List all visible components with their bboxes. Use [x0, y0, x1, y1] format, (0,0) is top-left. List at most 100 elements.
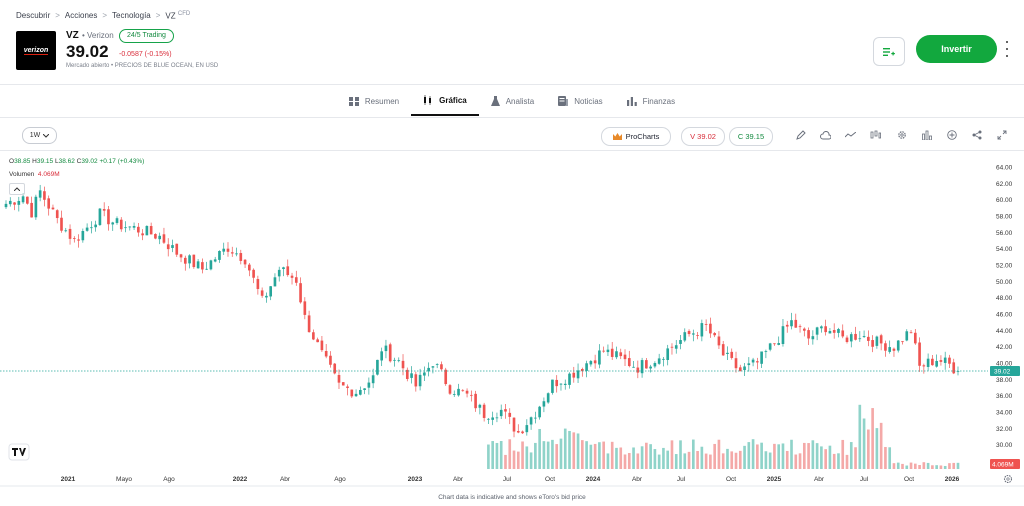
breadcrumb-item-acciones[interactable]: Acciones [64, 11, 98, 21]
candle-body [845, 337, 849, 342]
candle-body [802, 328, 806, 331]
watchlist-button[interactable] [873, 37, 905, 66]
prochart-button[interactable]: ProCharts [601, 127, 671, 146]
volume-bar [875, 428, 879, 469]
share-icon[interactable] [970, 128, 984, 142]
tab-finanzas[interactable]: Finanzas [615, 86, 687, 116]
candle-body [290, 275, 294, 278]
candle-body [465, 390, 469, 394]
price-chart[interactable]: 64.00 62.00 60.00 58.00 56.00 54.00 52.00 50.00… [0, 151, 1024, 487]
volume-bar [487, 444, 490, 469]
add-compare-icon[interactable] [945, 128, 959, 142]
volume-bar [649, 444, 652, 469]
candle-body [849, 334, 853, 342]
fullscreen-icon[interactable] [995, 128, 1009, 142]
cloud-icon[interactable] [818, 128, 832, 142]
tab-noticias[interactable]: Noticias [546, 86, 614, 116]
price-change: -0.0587 (-0.15%) [119, 51, 172, 58]
candle-body [854, 333, 857, 340]
candle-body [427, 367, 430, 372]
candle-body [828, 331, 832, 334]
candle-body [811, 336, 815, 340]
candle-body [286, 266, 290, 276]
candle-body [922, 365, 926, 367]
volume-bar [785, 450, 789, 469]
collapse-legend-button[interactable] [9, 183, 25, 195]
candle-body [47, 198, 51, 209]
more-options-icon[interactable] [1004, 41, 1010, 57]
candle-body [26, 196, 29, 204]
candle-body [858, 338, 862, 340]
candle-body [696, 335, 699, 336]
x-tick-label: Jul [860, 476, 869, 483]
candle-body [38, 190, 42, 198]
candle-body [546, 393, 550, 403]
candles-icon [424, 95, 432, 105]
volume-bar [700, 446, 704, 469]
tab-label: Resumen [364, 96, 400, 106]
settings-gear-icon[interactable] [895, 128, 909, 142]
last-price-label: 39.02 [994, 369, 1011, 376]
tab-grafica[interactable]: Gráfica [411, 86, 479, 116]
candle-body [363, 388, 366, 390]
candle-body [55, 210, 59, 219]
volume-bar [764, 451, 768, 469]
candle-body [534, 417, 537, 419]
candle-body [128, 226, 132, 228]
volume-bar [572, 432, 576, 469]
candle-body [700, 323, 704, 337]
breadcrumb-item-descubrir[interactable]: Descubrir [16, 11, 51, 21]
candle-body [226, 248, 230, 252]
indicators-icon[interactable] [920, 128, 934, 142]
trendline-icon[interactable] [843, 128, 857, 142]
y-tick-label: 42.00 [996, 344, 1013, 351]
tab-resumen[interactable]: Resumen [337, 86, 411, 116]
candle-body [444, 369, 448, 385]
volume-bar [832, 453, 836, 469]
watchlist-add-icon [883, 47, 895, 56]
volume-bar [721, 453, 725, 469]
candle-body [538, 406, 541, 418]
sell-button[interactable]: V 39.02 [681, 127, 725, 146]
chevron-right-icon: > [155, 11, 161, 21]
invest-button[interactable]: Invertir [916, 35, 997, 63]
volume-bar [521, 441, 524, 469]
volume-bar [691, 439, 695, 469]
candle-body [777, 343, 781, 345]
candle-body [260, 290, 264, 296]
candle-body [384, 345, 388, 352]
candle-body [704, 324, 708, 325]
candle-body [482, 404, 486, 418]
tab-label: Noticias [574, 96, 603, 106]
draw-pencil-icon[interactable] [794, 128, 808, 142]
volume-bar [559, 438, 563, 469]
volume-bar [756, 444, 759, 469]
candle-body [790, 320, 793, 327]
x-tick-label: Abr [632, 476, 643, 483]
breadcrumb-item-tecnologia[interactable]: Tecnología [112, 11, 151, 21]
buy-button[interactable]: C 39.15 [729, 127, 773, 146]
volume-bar [516, 451, 520, 469]
candle-body [572, 372, 576, 378]
chevron-down-icon [43, 133, 50, 138]
volume-bar [926, 462, 930, 469]
candle-body [785, 324, 789, 327]
tab-label: Analista [505, 96, 535, 106]
volume-bar [871, 408, 874, 469]
candle-body [529, 417, 533, 425]
x-tick-label: Jul [677, 476, 686, 483]
volume-bar [602, 441, 605, 469]
candle-body [324, 350, 328, 357]
candle-body [269, 286, 273, 297]
candle-body [892, 348, 896, 351]
candle-body [576, 370, 580, 379]
timeframe-select[interactable]: 1W [22, 127, 57, 144]
tab-analista[interactable]: Analista [479, 86, 546, 116]
timeframe-value: 1W [29, 132, 41, 139]
volume-bar [777, 444, 781, 469]
candle-type-icon[interactable] [868, 128, 882, 142]
candle-body [610, 348, 614, 357]
candle-body [102, 209, 106, 211]
candle-body [21, 196, 25, 203]
volume-bar [824, 449, 827, 469]
